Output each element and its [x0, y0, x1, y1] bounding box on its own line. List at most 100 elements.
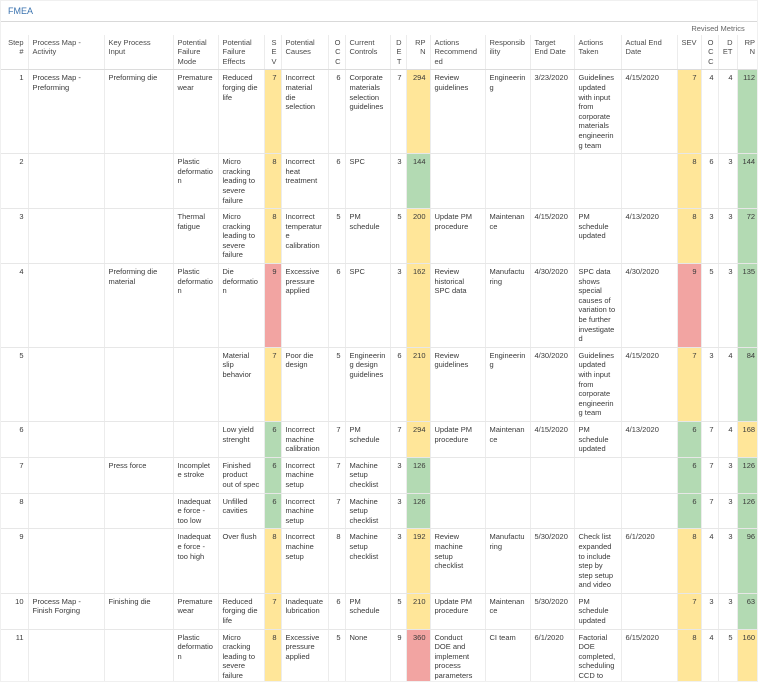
cell-failure_effects: Material slip behavior: [217, 347, 264, 422]
cell-actual_end: [620, 493, 677, 530]
cell-rpn: 126: [405, 457, 430, 494]
cell-r_occ: 5: [700, 263, 718, 348]
cell-det: 3: [389, 528, 406, 594]
cell-rpn: 210: [405, 347, 430, 422]
cell-r_det: 3: [717, 593, 737, 630]
cell-occ: 6: [327, 593, 345, 630]
cell-target_end: 5/30/2020: [529, 528, 574, 594]
col-header-responsibility[interactable]: Responsibility: [484, 34, 530, 71]
cell-occ: 6: [327, 69, 345, 155]
cell-target_end: 6/1/2020: [529, 629, 574, 681]
cell-r_det: 3: [717, 457, 737, 494]
col-header-rpn[interactable]: RPN: [405, 34, 430, 71]
cell-responsibility: Manufacturing: [484, 528, 530, 594]
cell-failure_mode: Premature wear: [172, 593, 218, 630]
cell-target_end: 4/30/2020: [529, 263, 574, 348]
cell-activity: [27, 528, 104, 594]
cell-r_occ: 7: [700, 493, 718, 530]
cell-actual_end: 4/13/2020: [620, 208, 677, 265]
cell-occ: 8: [327, 528, 345, 594]
cell-input: [103, 493, 173, 530]
cell-step: 6: [1, 421, 28, 458]
cell-step: 9: [1, 528, 28, 594]
table-row: 1 Process Map - Preforming Preforming die P…: [1, 69, 757, 155]
cell-activity: Process Map - Preforming: [27, 69, 104, 155]
cell-input: [103, 347, 173, 422]
cell-occ: 6: [327, 263, 345, 348]
cell-occ: 6: [327, 153, 345, 210]
cell-step: 2: [1, 153, 28, 210]
cell-r_rpn: 126: [736, 493, 757, 530]
cell-activity: [27, 208, 104, 265]
cell-failure_mode: Inadequate force - too low: [172, 493, 218, 530]
col-header-activity[interactable]: Process Map - Activity: [27, 34, 104, 71]
col-header-step[interactable]: Step #: [1, 34, 28, 71]
col-header-controls[interactable]: Current Controls: [344, 34, 390, 71]
cell-sev: 6: [263, 493, 281, 530]
col-header-failure_effects[interactable]: Potential Failure Effects: [217, 34, 264, 71]
cell-det: 3: [389, 263, 406, 348]
cell-target_end: 5/30/2020: [529, 593, 574, 630]
col-header-sev[interactable]: SEV: [263, 34, 281, 71]
cell-det: 7: [389, 69, 406, 155]
cell-r_occ: 4: [700, 528, 718, 594]
cell-target_end: [529, 457, 574, 494]
cell-failure_mode: Incomplete stroke: [172, 457, 218, 494]
cell-sev: 8: [263, 629, 281, 681]
cell-rpn: 360: [405, 629, 430, 681]
cell-r_det: 3: [717, 263, 737, 348]
cell-failure_mode: Plastic deformation: [172, 629, 218, 681]
cell-failure_effects: Finished product out of spec: [217, 457, 264, 494]
col-header-causes[interactable]: Potential Causes: [280, 34, 328, 71]
cell-target_end: [529, 153, 574, 210]
table-row: 7 Press force Incomplete stroke Finished pr…: [1, 457, 757, 494]
col-header-actions_recommended[interactable]: Actions Recommended: [429, 34, 485, 71]
table-row: 10 Process Map - Finish Forging Finishing …: [1, 593, 757, 630]
column-header-row: Step # Process Map - Activity Key Process …: [1, 34, 757, 71]
col-header-actions_taken[interactable]: Actions Taken: [573, 34, 621, 71]
cell-actual_end: 4/30/2020: [620, 263, 677, 348]
cell-actions_taken: Guidelines updated with input from corpo…: [573, 347, 621, 422]
col-header-r_det[interactable]: DET: [717, 34, 737, 71]
cell-det: 9: [389, 629, 406, 681]
cell-actual_end: [620, 593, 677, 630]
cell-failure_mode: [172, 421, 218, 458]
cell-actions_recommended: Review historical SPC data: [429, 263, 485, 348]
cell-r_det: 3: [717, 493, 737, 530]
revised-metrics-group-label: Revised Metrics: [691, 24, 745, 33]
cell-actual_end: 6/1/2020: [620, 528, 677, 594]
cell-step: 7: [1, 457, 28, 494]
cell-activity: [27, 263, 104, 348]
col-header-r_occ[interactable]: OCC: [700, 34, 718, 71]
cell-r_det: 4: [717, 421, 737, 458]
col-header-actual_end[interactable]: Actual End Date: [620, 34, 677, 71]
cell-actions_taken: SPC data shows special causes of variati…: [573, 263, 621, 348]
cell-r_occ: 3: [700, 593, 718, 630]
cell-responsibility: CI team: [484, 629, 530, 681]
col-header-target_end[interactable]: Target End Date: [529, 34, 574, 71]
cell-step: 4: [1, 263, 28, 348]
cell-controls: Machine setup checklist: [344, 457, 390, 494]
cell-actual_end: [620, 457, 677, 494]
col-header-det[interactable]: DET: [389, 34, 406, 71]
cell-target_end: 4/15/2020: [529, 208, 574, 265]
cell-step: 10: [1, 593, 28, 630]
col-header-r_sev[interactable]: SEV: [676, 34, 701, 71]
cell-actions_taken: PM schedule updated: [573, 208, 621, 265]
col-header-failure_mode[interactable]: Potential Failure Mode: [172, 34, 218, 71]
cell-rpn: 200: [405, 208, 430, 265]
cell-activity: [27, 493, 104, 530]
col-header-input[interactable]: Key Process Input: [103, 34, 173, 71]
table-row: 4 Preforming die material Plastic deformat…: [1, 263, 757, 348]
cell-responsibility: Maintenance: [484, 421, 530, 458]
cell-controls: SPC: [344, 153, 390, 210]
cell-actions_recommended: Review guidelines: [429, 347, 485, 422]
cell-occ: 7: [327, 421, 345, 458]
col-header-occ[interactable]: OCC: [327, 34, 345, 71]
cell-r_rpn: 126: [736, 457, 757, 494]
cell-activity: [27, 153, 104, 210]
col-header-r_rpn[interactable]: RPN: [736, 34, 757, 71]
cell-actions_recommended: [429, 457, 485, 494]
cell-r_occ: 7: [700, 421, 718, 458]
cell-r_rpn: 135: [736, 263, 757, 348]
